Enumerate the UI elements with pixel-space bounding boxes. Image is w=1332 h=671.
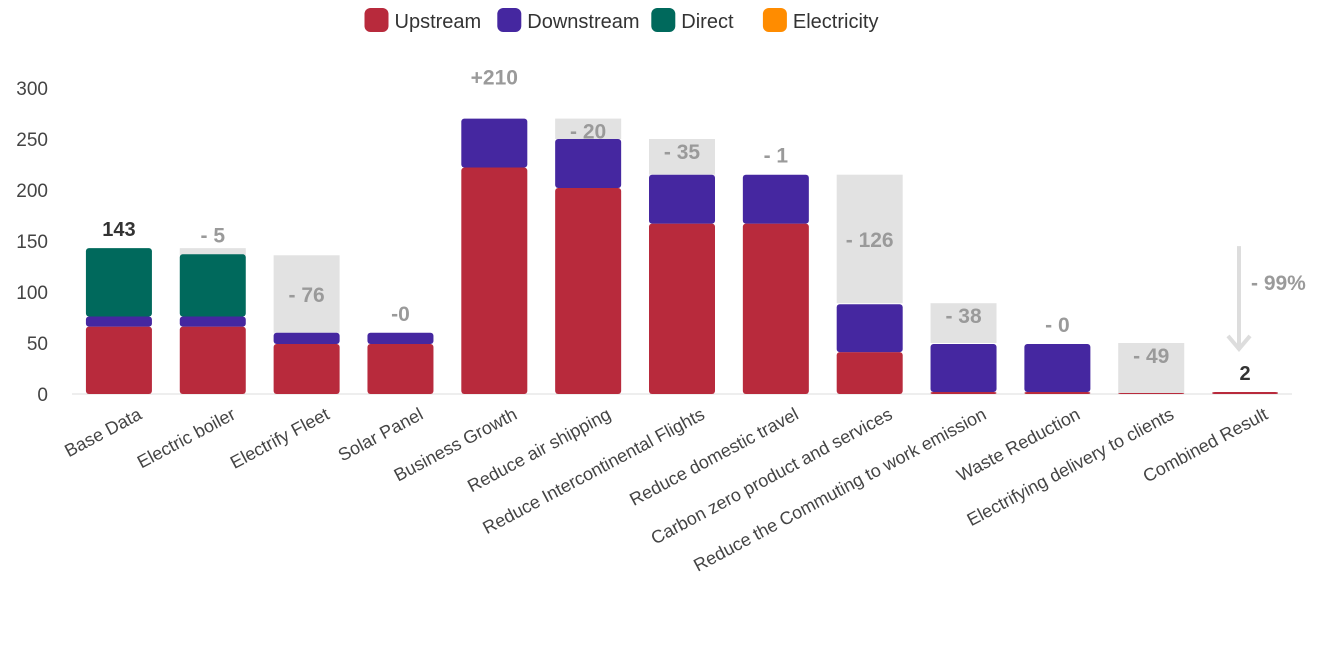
change-bars (179, 118, 1185, 393)
bar-segment-downstream[interactable] (179, 316, 246, 327)
bar-segment-downstream[interactable] (273, 332, 340, 345)
change-bar (1118, 343, 1185, 393)
bar-value-label: 2 (1240, 363, 1251, 385)
bar-value-label: +210 (471, 67, 518, 90)
bar-segment-upstream[interactable] (85, 326, 152, 394)
bar-segment-downstream[interactable] (85, 316, 152, 327)
x-category-label: Base Data (61, 403, 145, 461)
bar-segment-downstream[interactable] (742, 174, 809, 224)
change-bar (555, 118, 622, 139)
y-tick-label: 300 (16, 79, 48, 100)
legend-label-electricity: Electricity (793, 11, 879, 33)
bar-value-label: -0 (391, 303, 410, 326)
change-bar (930, 303, 997, 343)
legend-swatch-downstream[interactable] (497, 8, 522, 32)
bar-segment-upstream[interactable] (930, 391, 997, 394)
bar-segment-direct[interactable] (85, 248, 152, 317)
legend-label-upstream: Upstream (395, 11, 482, 33)
bar-segment-upstream[interactable] (179, 326, 246, 394)
y-tick-label: 150 (16, 232, 48, 253)
bar-segment-downstream[interactable] (555, 139, 622, 188)
x-category-label: Electrify Fleet (227, 404, 333, 473)
bar-segment-downstream[interactable] (836, 304, 903, 353)
bar-value-label: - 38 (945, 305, 982, 328)
change-bar (836, 174, 903, 304)
bar-value-label: - 49 (1133, 345, 1169, 368)
legend-swatch-upstream[interactable] (364, 8, 389, 32)
bar-segment-upstream[interactable] (742, 223, 809, 394)
bar-value-label: - 5 (201, 224, 226, 247)
bar-value-label: - 35 (664, 141, 701, 164)
x-category-label: Reduce domestic travel (626, 404, 801, 510)
bar-value-label: - 76 (289, 284, 325, 307)
change-bar (649, 139, 715, 175)
legend-swatch-electricity[interactable] (762, 8, 787, 32)
bar-segment-upstream[interactable] (836, 352, 903, 394)
change-bar (273, 255, 340, 333)
y-tick-label: 250 (16, 130, 48, 151)
bar-segment-upstream[interactable] (273, 344, 340, 394)
y-tick-label: 100 (16, 283, 48, 304)
percent-change-annotation: - 99% (1226, 246, 1306, 353)
legend-label-downstream: Downstream (527, 11, 639, 33)
bar-segment-upstream[interactable] (1118, 392, 1185, 394)
bar-segment-downstream[interactable] (367, 332, 434, 345)
bar-value-label: - 1 (764, 145, 789, 168)
bar-value-label: 143 (102, 219, 135, 241)
bar-segment-upstream[interactable] (1024, 391, 1091, 394)
bar-segment-downstream[interactable] (930, 344, 997, 392)
legend-swatch-direct[interactable] (651, 8, 676, 32)
bar-value-label: - 20 (570, 121, 606, 144)
stacked-bars (85, 118, 1279, 394)
annotation-arrow-head (1226, 334, 1252, 353)
y-axis: 0 50 100 150 200 250 300 (16, 79, 48, 406)
bar-segment-upstream[interactable] (367, 344, 434, 394)
bar-segment-upstream[interactable] (649, 223, 715, 394)
legend: Upstream Downstream Direct Electricity (364, 8, 879, 33)
annotation-label: - 99% (1251, 272, 1306, 295)
bar-segment-upstream[interactable] (461, 167, 528, 394)
bar-segment-upstream[interactable] (555, 187, 622, 394)
bar-labels: 143 - 5 - 76 -0 +210 - 20 - 35 - 1 - 126 - 38 - 0 -… (102, 67, 1250, 385)
bar-segment-direct[interactable] (179, 254, 246, 317)
bar-segment-downstream[interactable] (461, 118, 528, 168)
y-tick-label: 0 (37, 385, 48, 406)
bar-segment-upstream[interactable] (1212, 391, 1279, 394)
bar-segment-downstream[interactable] (649, 174, 715, 224)
y-tick-label: 50 (27, 334, 48, 355)
bar-segment-downstream[interactable] (1024, 344, 1091, 392)
x-category-label: Electric boiler (134, 404, 239, 472)
y-tick-label: 200 (16, 181, 48, 202)
legend-label-direct: Direct (681, 11, 734, 33)
change-bar (179, 248, 246, 256)
bar-value-label: - 126 (846, 229, 894, 252)
bar-value-label: - 0 (1045, 314, 1070, 337)
